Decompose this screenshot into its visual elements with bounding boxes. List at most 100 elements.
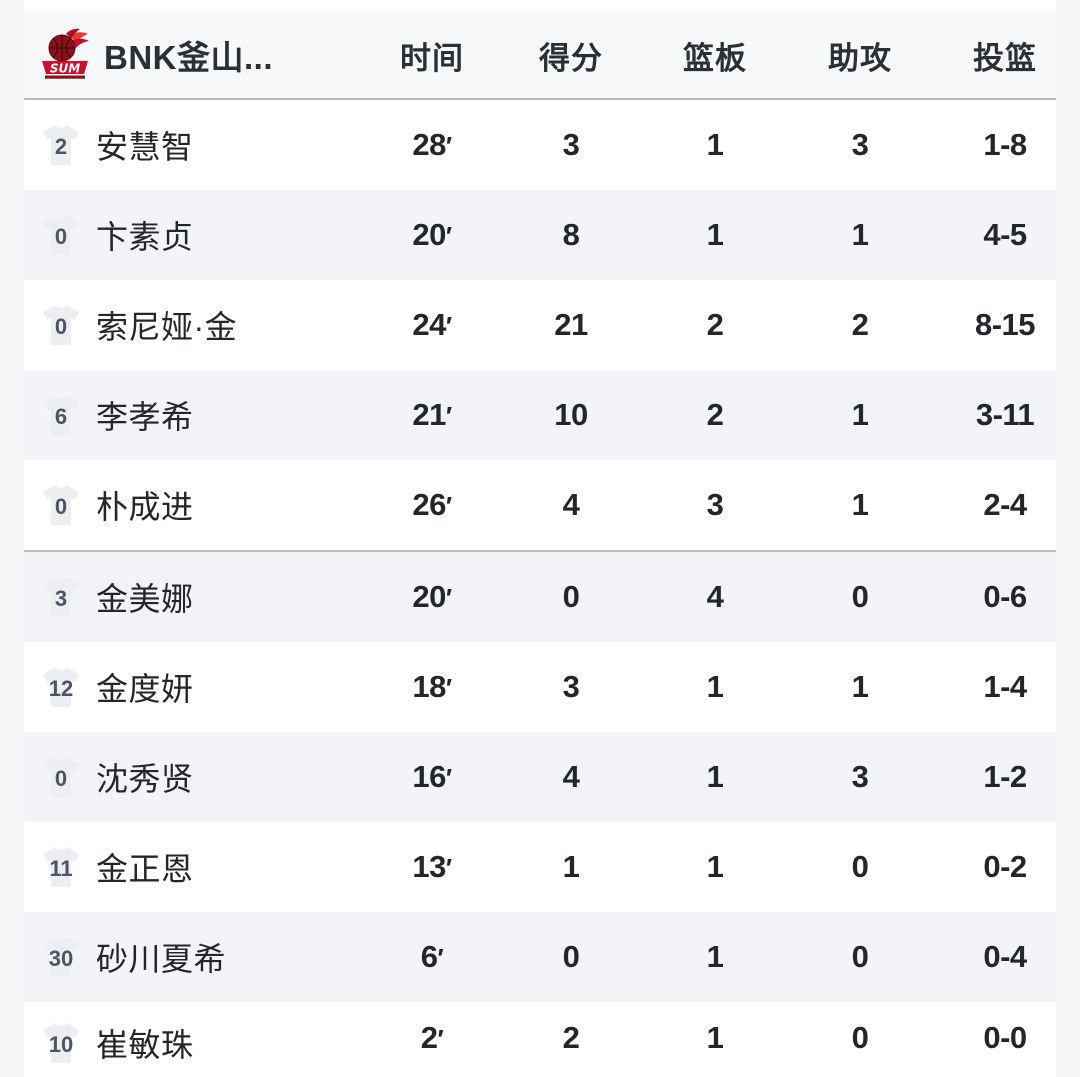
player-cell[interactable]: 12 金度妍	[24, 664, 364, 710]
player-name: 砂川夏希	[96, 941, 227, 977]
stat-minutes: 28′	[412, 127, 452, 162]
stat-assists: 3	[851, 127, 869, 162]
minutes-suffix: ′	[445, 311, 452, 341]
stat-minutes: 24′	[412, 307, 452, 342]
previous-row-sliver	[24, 0, 1056, 12]
jersey-icon: 12	[38, 665, 84, 709]
column-header-rebounds[interactable]: 篮板	[683, 40, 747, 76]
jersey-icon: 0	[38, 483, 84, 527]
table-row[interactable]: 0 索尼娅·金 24′ 21 2 2 8-15	[24, 280, 1056, 370]
player-name: 卞素贞	[96, 219, 194, 255]
jersey-icon: 3	[38, 575, 84, 619]
jersey-number: 0	[54, 493, 68, 519]
player-cell[interactable]: 0 朴成进	[24, 482, 364, 528]
jersey-icon: 11	[38, 845, 84, 889]
stat-points: 0	[562, 579, 580, 614]
player-cell[interactable]: 0 卞素贞	[24, 212, 364, 258]
stat-rebounds: 1	[706, 127, 724, 162]
stat-minutes: 6′	[420, 939, 444, 974]
player-cell[interactable]: 2 安慧智	[24, 122, 364, 168]
stat-fieldgoals: 0-0	[983, 1020, 1027, 1055]
column-header-points[interactable]: 得分	[539, 40, 603, 76]
stat-points: 3	[562, 127, 580, 162]
player-cell[interactable]: 30 砂川夏希	[24, 934, 364, 980]
minutes-suffix: ′	[437, 943, 444, 973]
table-row[interactable]: 12 金度妍 18′ 3 1 1 1-4	[24, 642, 1056, 732]
player-cell[interactable]: 11 金正恩	[24, 844, 364, 890]
stat-points: 10	[554, 397, 588, 432]
stat-fieldgoals: 1-2	[983, 759, 1027, 794]
table-row[interactable]: 10 崔敏珠 2′ 2 1 0 0-0	[24, 1002, 1056, 1077]
stat-minutes: 21′	[412, 397, 452, 432]
player-cell[interactable]: 6 李孝希	[24, 392, 364, 438]
player-name: 金正恩	[96, 851, 194, 887]
table-row[interactable]: 0 朴成进 26′ 4 3 1 2-4	[24, 460, 1056, 552]
player-name: 朴成进	[96, 489, 194, 525]
stat-assists: 1	[851, 669, 869, 704]
stat-assists: 1	[851, 397, 869, 432]
minutes-suffix: ′	[445, 673, 452, 703]
player-name: 索尼娅·金	[96, 309, 238, 345]
table-row[interactable]: 0 沈秀贤 16′ 4 1 3 1-2	[24, 732, 1056, 822]
minutes-suffix: ′	[445, 221, 452, 251]
stat-points: 0	[562, 939, 580, 974]
player-cell[interactable]: 3 金美娜	[24, 574, 364, 620]
player-name: 沈秀贤	[96, 761, 194, 797]
table-row[interactable]: 30 砂川夏希 6′ 0 1 0 0-4	[24, 912, 1056, 1002]
stat-assists: 0	[851, 939, 869, 974]
stat-assists: 3	[851, 759, 869, 794]
minutes-suffix: ′	[437, 1024, 444, 1054]
stat-fieldgoals: 0-2	[983, 849, 1027, 884]
stat-rebounds: 3	[706, 487, 724, 522]
stat-assists: 1	[851, 487, 869, 522]
player-cell[interactable]: 0 索尼娅·金	[24, 302, 364, 348]
minutes-suffix: ′	[445, 583, 452, 613]
stat-rebounds: 2	[706, 307, 724, 342]
stat-fieldgoals: 0-6	[983, 579, 1027, 614]
jersey-icon: 0	[38, 755, 84, 799]
team-header-cell[interactable]: SUM BNK釜山...	[24, 28, 364, 82]
stat-rebounds: 1	[706, 217, 724, 252]
stat-rebounds: 1	[706, 1020, 724, 1055]
player-cell[interactable]: 0 沈秀贤	[24, 754, 364, 800]
table-body: 2 安慧智 28′ 3 1 3 1-8 0 卞素贞 20′ 8 1 1 4-5 0 索尼娅·金 24′ 21 2 2 8…	[24, 100, 1056, 1077]
stat-rebounds: 1	[706, 939, 724, 974]
stat-points: 4	[562, 759, 580, 794]
column-header-fieldgoals[interactable]: 投篮	[973, 40, 1037, 76]
stat-points: 8	[562, 217, 580, 252]
table-row[interactable]: 0 卞素贞 20′ 8 1 1 4-5	[24, 190, 1056, 280]
stat-minutes: 26′	[412, 487, 452, 522]
player-name: 崔敏珠	[96, 1027, 194, 1063]
jersey-number: 30	[48, 945, 74, 971]
minutes-suffix: ′	[445, 763, 452, 793]
jersey-icon: 30	[38, 935, 84, 979]
stat-rebounds: 4	[706, 579, 724, 614]
minutes-suffix: ′	[445, 131, 452, 161]
stat-fieldgoals: 0-4	[983, 939, 1027, 974]
jersey-icon: 10	[38, 1021, 84, 1065]
stat-fieldgoals: 1-4	[983, 669, 1027, 704]
stat-assists: 0	[851, 1020, 869, 1055]
stat-rebounds: 1	[706, 849, 724, 884]
stat-rebounds: 2	[706, 397, 724, 432]
stat-assists: 1	[851, 217, 869, 252]
stat-assists: 2	[851, 307, 869, 342]
stat-assists: 0	[851, 849, 869, 884]
player-cell[interactable]: 10 崔敏珠	[24, 1020, 364, 1066]
minutes-suffix: ′	[445, 401, 452, 431]
stat-minutes: 16′	[412, 759, 452, 794]
column-header-minutes[interactable]: 时间	[400, 40, 464, 76]
table-row[interactable]: 6 李孝希 21′ 10 2 1 3-11	[24, 370, 1056, 460]
player-name: 安慧智	[96, 129, 194, 165]
stat-rebounds: 1	[706, 759, 724, 794]
column-header-assists[interactable]: 助攻	[828, 40, 892, 76]
jersey-number: 10	[48, 1031, 74, 1057]
table-row[interactable]: 3 金美娜 20′ 0 4 0 0-6	[24, 552, 1056, 642]
stat-minutes: 13′	[412, 849, 452, 884]
stat-minutes: 18′	[412, 669, 452, 704]
jersey-icon: 0	[38, 213, 84, 257]
table-row[interactable]: 2 安慧智 28′ 3 1 3 1-8	[24, 100, 1056, 190]
table-row[interactable]: 11 金正恩 13′ 1 1 0 0-2	[24, 822, 1056, 912]
team-name-label: BNK釜山...	[104, 39, 273, 76]
